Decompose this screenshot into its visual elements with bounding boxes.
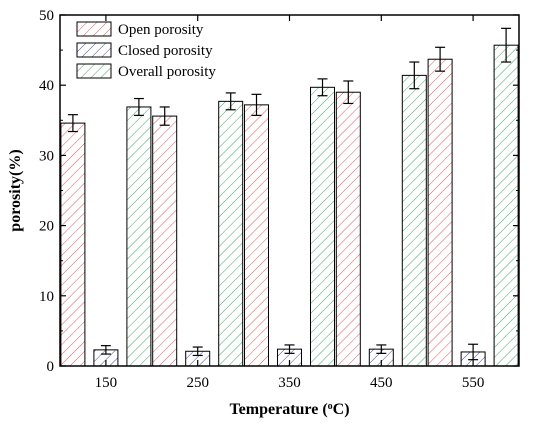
error-bar-open-porosity-250 — [159, 106, 170, 126]
bar-open-porosity-450 — [335, 91, 361, 367]
error-bars-group — [67, 27, 512, 361]
x-axis-label-sup: o — [328, 401, 333, 412]
x-axis-label: Temperature (oC) — [229, 401, 349, 419]
error-bar-closed-porosity-250 — [192, 346, 203, 357]
error-bar-closed-porosity-350 — [284, 344, 295, 354]
y-tick-label-50: 50 — [39, 8, 54, 24]
y-tick-label-30: 30 — [39, 148, 54, 164]
x-tick-label-450: 450 — [370, 375, 393, 391]
y-tick-label-0: 0 — [47, 359, 55, 375]
error-bar-overall-porosity-150 — [133, 97, 144, 116]
bar-open-porosity-150 — [60, 122, 86, 367]
error-bar-open-porosity-550 — [435, 46, 446, 72]
bar-open-porosity-250 — [152, 115, 178, 367]
y-axis: 0 10 20 30 40 50 — [39, 8, 519, 375]
legend-swatch-closed-porosity — [76, 42, 112, 58]
legend-label-overall-porosity: Overall porosity — [118, 64, 216, 80]
error-bar-closed-porosity-450 — [376, 344, 387, 354]
x-axis: 150 250 350 450 550 — [95, 15, 485, 391]
error-bar-closed-porosity-550 — [468, 343, 479, 361]
legend: Open porosity Closed porosity Overall poro… — [76, 21, 216, 80]
bar-open-porosity-550 — [427, 58, 453, 367]
bar-overall-porosity-550 — [493, 44, 519, 367]
error-bar-overall-porosity-550 — [501, 27, 512, 63]
x-axis-label-pre: Temperature ( — [229, 401, 327, 418]
x-tick-label-250: 250 — [186, 375, 209, 391]
legend-label-closed-porosity: Closed porosity — [118, 43, 213, 59]
legend-swatch-open-porosity — [76, 21, 112, 37]
x-tick-label-350: 350 — [278, 375, 301, 391]
error-bar-open-porosity-450 — [343, 80, 354, 105]
x-axis-label-post: C) — [333, 401, 350, 418]
bars-group — [60, 44, 519, 367]
y-tick-label-40: 40 — [39, 78, 54, 94]
bar-overall-porosity-150 — [126, 106, 152, 367]
bar-overall-porosity-250 — [218, 100, 244, 367]
error-bar-overall-porosity-450 — [409, 61, 420, 90]
legend-label-open-porosity: Open porosity — [118, 22, 204, 38]
y-axis-label: porosity(%) — [7, 149, 24, 231]
x-tick-label-550: 550 — [462, 375, 485, 391]
error-bar-overall-porosity-350 — [317, 78, 328, 97]
error-bar-overall-porosity-250 — [225, 92, 236, 111]
bar-overall-porosity-450 — [401, 74, 427, 367]
error-bar-closed-porosity-150 — [100, 345, 111, 355]
bar-open-porosity-350 — [244, 104, 269, 367]
x-tick-label-150: 150 — [95, 375, 118, 391]
error-bar-open-porosity-350 — [251, 93, 262, 116]
y-tick-label-20: 20 — [39, 219, 54, 235]
legend-swatch-overall-porosity — [76, 63, 112, 79]
bar-overall-porosity-350 — [310, 86, 335, 367]
error-bar-open-porosity-150 — [67, 114, 78, 133]
y-tick-label-10: 10 — [39, 289, 54, 305]
